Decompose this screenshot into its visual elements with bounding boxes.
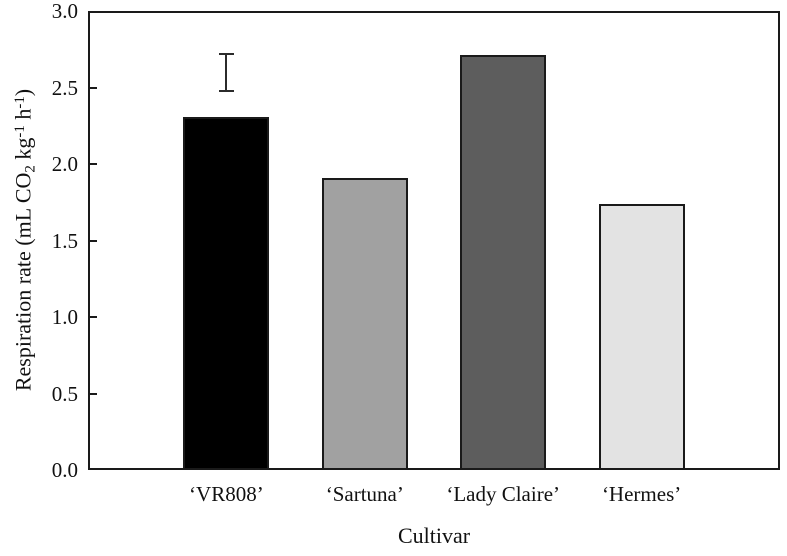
x-tick-label: ‘Hermes’ <box>601 482 682 506</box>
y-tick-label: 1.0 <box>51 305 78 329</box>
y-tick-mark <box>88 316 97 318</box>
y-tick-mark <box>88 86 97 89</box>
error-bar-bottom-cap <box>218 89 234 92</box>
x-tick-label: ‘VR808’ <box>189 482 264 506</box>
bar-hermes <box>598 203 685 470</box>
bar-sartuna <box>321 177 408 470</box>
y-axis-label-text: Respiration rate (mL CO <box>10 172 36 392</box>
y-axis-label: Respiration rate (mL CO2 kg-1 h-1) <box>6 10 39 470</box>
y-tick-label: 0.0 <box>51 458 78 482</box>
x-tick-label: ‘Lady Claire’ <box>446 482 561 506</box>
y-axis-label-text: h <box>10 108 36 126</box>
y-tick-label: 1.5 <box>51 228 78 253</box>
x-axis-label: Cultivar <box>397 523 471 548</box>
plot-area <box>88 11 780 470</box>
y-axis-label-supscript: -1 <box>12 125 28 138</box>
y-tick-mark <box>88 239 97 242</box>
y-tick-label: 2.0 <box>51 152 78 176</box>
y-tick-mark <box>88 392 97 395</box>
y-tick-label: 2.5 <box>51 75 78 100</box>
y-axis-label-text: kg <box>10 137 36 166</box>
error-bar-line <box>225 53 228 91</box>
y-tick-label: 3.0 <box>51 0 78 23</box>
y-axis-label-subscript: 2 <box>22 165 39 173</box>
x-tick-label: ‘Sartuna’ <box>325 482 404 506</box>
bar-ladyclaire <box>460 55 547 470</box>
error-bar-top-cap <box>218 52 234 55</box>
bar-vr808 <box>183 116 270 470</box>
y-tick-mark <box>88 163 97 165</box>
y-axis-label-text: ) <box>10 88 36 97</box>
y-axis-label-supscript: -1 <box>12 96 28 109</box>
y-tick-label: 0.5 <box>51 381 78 406</box>
